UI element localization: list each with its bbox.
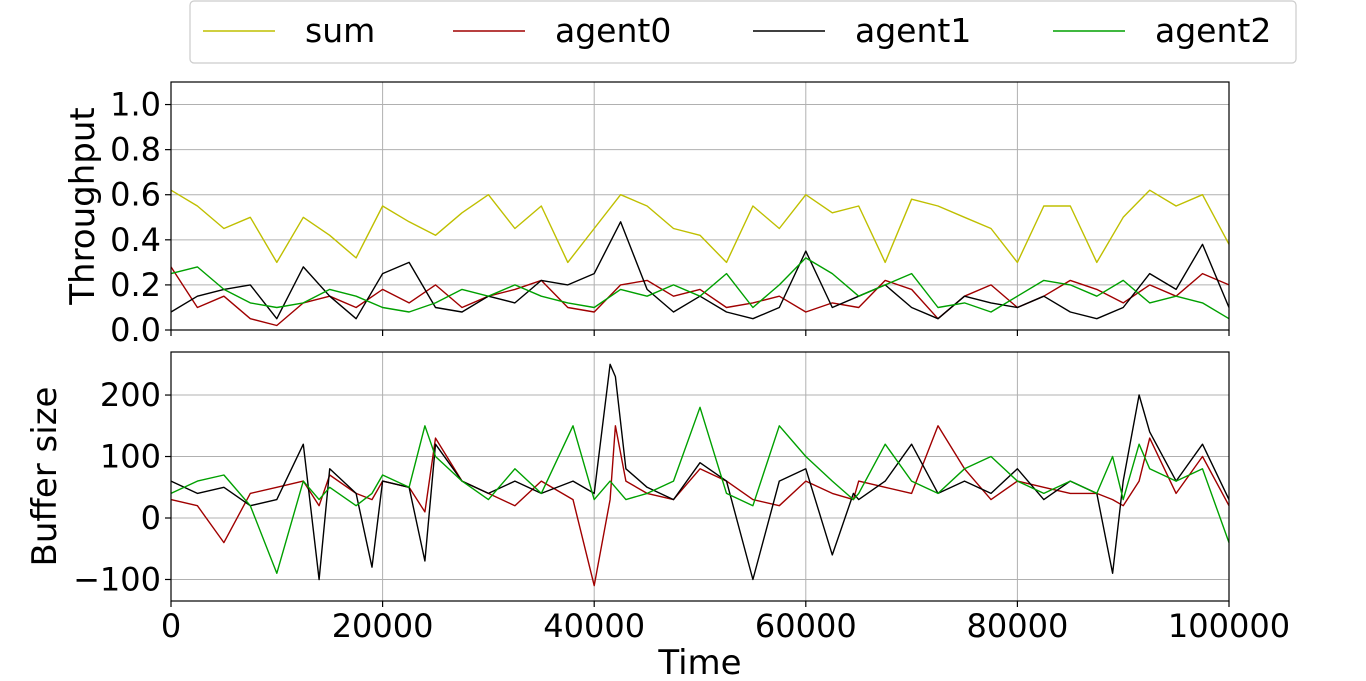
y-tick-label: −100 [73, 560, 161, 598]
y-tick-label: 0.4 [110, 221, 161, 259]
x-tick-label: 0 [161, 607, 181, 645]
legend-label-sum: sum [305, 11, 375, 50]
series-line-sum [170, 189, 1230, 264]
x-tick-label: 60000 [755, 607, 857, 645]
series-line-agent2 [170, 257, 1230, 320]
legend-label-agent0: agent0 [555, 11, 671, 50]
series-line-agent0 [170, 266, 1230, 327]
plot-frame [170, 81, 1230, 331]
y-axis-label: Throughput [63, 107, 103, 306]
series-line-agent1 [170, 221, 1230, 320]
legend: sum agent0 agent1 agent2 [189, 0, 1297, 64]
x-tick-label: 80000 [967, 607, 1069, 645]
y-tick-label: 0.6 [110, 176, 161, 214]
x-tick-label: 40000 [543, 607, 645, 645]
series-line-agent2 [170, 406, 1230, 574]
buffer-size-panel: 0 20000 40000 60000 80000 100000−1000100200Bu… [25, 351, 1290, 681]
legend-label-agent1: agent1 [855, 11, 971, 50]
y-tick-label: 100 [100, 438, 161, 476]
legend-box [189, 0, 1297, 64]
x-tick-label: 100000 [1168, 607, 1290, 645]
plot-frame [170, 351, 1230, 602]
y-tick-label: 0.0 [110, 311, 161, 349]
y-axis-label: Buffer size [25, 387, 65, 567]
y-tick-label: 0.2 [110, 266, 161, 304]
y-tick-label: 200 [100, 376, 161, 414]
y-tick-label: 0 [141, 499, 161, 537]
x-tick-label: 20000 [332, 607, 434, 645]
legend-label-agent2: agent2 [1155, 11, 1271, 50]
y-tick-label: 0.8 [110, 131, 161, 169]
series-line-agent0 [170, 425, 1230, 587]
x-axis-label: Time [657, 643, 741, 681]
y-tick-label: 1.0 [110, 86, 161, 124]
series-line-agent1 [170, 363, 1230, 581]
